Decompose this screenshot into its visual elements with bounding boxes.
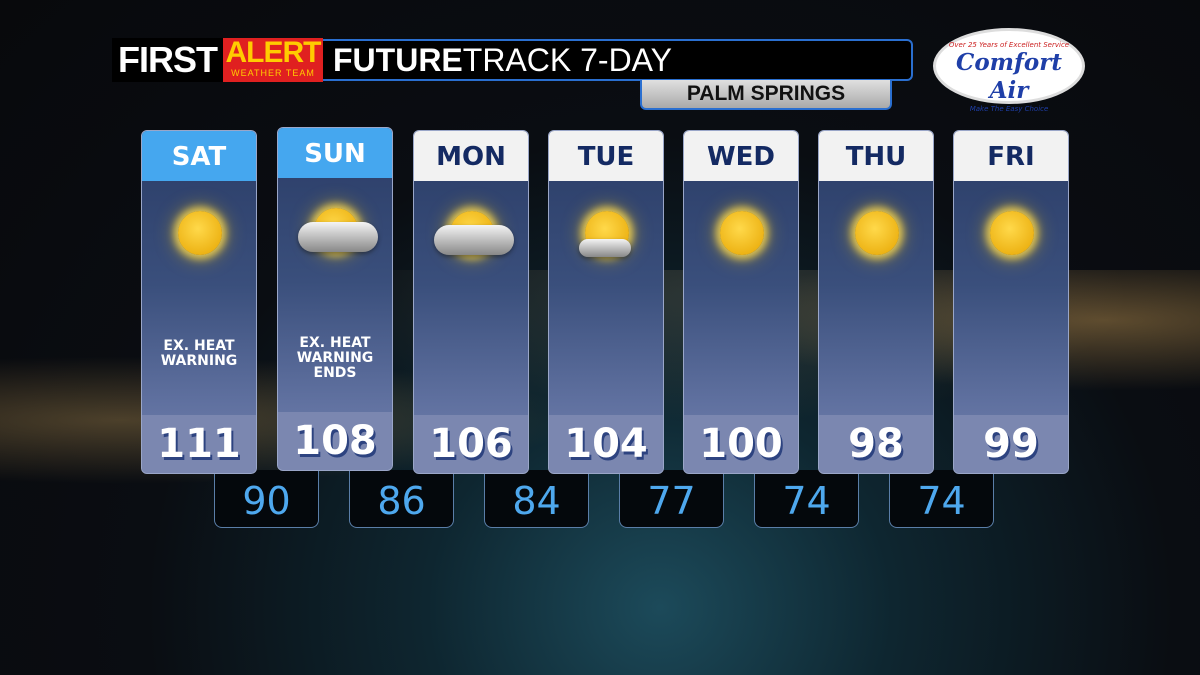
day-label: THU: [819, 131, 933, 181]
sun-icon: [720, 211, 764, 255]
cloud-icon: [298, 222, 378, 252]
weather-note: EX. HEAT WARNING: [160, 338, 238, 369]
day-label: WED: [684, 131, 798, 181]
location-label: PALM SPRINGS: [640, 80, 892, 110]
sun-icon: [990, 211, 1034, 255]
day-label: SAT: [142, 131, 256, 181]
team-text: WEATHER TEAM: [231, 68, 315, 78]
sun-icon: [855, 211, 899, 255]
low-temp: 90: [214, 470, 319, 528]
low-temp: 84: [484, 470, 589, 528]
high-temp: 111: [142, 415, 256, 473]
high-temp: 99: [954, 415, 1068, 473]
page-title: FUTURETRACK 7-DAY: [323, 39, 913, 81]
mostly-sunny-icon: [577, 203, 637, 263]
forecast-card-thu: THU 98: [818, 130, 934, 474]
forecast-card-sun: SUN EX. HEAT WARNING ENDS 108: [277, 127, 393, 471]
sponsor-slogan: Make The Easy Choice: [969, 105, 1049, 113]
high-temp: 104: [549, 415, 663, 473]
title-bold: FUTURE: [333, 42, 463, 78]
cloud-icon: [434, 225, 514, 255]
forecast-card-mon: MON 106: [413, 130, 529, 474]
forecast-card-sat: SAT EX. HEAT WARNING 111: [141, 130, 257, 474]
low-temp: 74: [754, 470, 859, 528]
forecast-card-tue: TUE 104: [548, 130, 664, 474]
day-label: TUE: [549, 131, 663, 181]
forecast-card-fri: FRI 99: [953, 130, 1069, 474]
alert-logo: ALERT WEATHER TEAM: [223, 38, 323, 82]
high-temp: 108: [278, 412, 392, 470]
sponsor-tagline: Over 25 Years of Excellent Service: [948, 41, 1070, 49]
sponsor-name: Comfort Air: [956, 49, 1062, 104]
forecast-card-wed: WED 100: [683, 130, 799, 474]
low-temp: 77: [619, 470, 724, 528]
high-temp: 98: [819, 415, 933, 473]
sunny-icon: [170, 203, 230, 263]
day-label: SUN: [278, 128, 392, 178]
low-temp: 86: [349, 470, 454, 528]
high-temp: 100: [684, 415, 798, 473]
alert-text: ALERT: [225, 36, 322, 69]
partly-cloudy-icon: [298, 200, 378, 260]
day-label: MON: [414, 131, 528, 181]
sunny-icon: [982, 203, 1042, 263]
title-rest: TRACK 7-DAY: [462, 42, 672, 78]
sunny-icon: [847, 203, 907, 263]
low-temp: 74: [889, 470, 994, 528]
weather-note: EX. HEAT WARNING ENDS: [296, 335, 374, 381]
partly-cloudy-icon: [434, 203, 514, 263]
title-banner: FIRST ALERT WEATHER TEAM FUTURETRACK 7-D…: [112, 38, 913, 82]
day-label: FRI: [954, 131, 1068, 181]
first-label: FIRST: [112, 38, 223, 82]
sun-icon: [178, 211, 222, 255]
sunny-icon: [712, 203, 772, 263]
high-temp: 106: [414, 415, 528, 473]
cloud-icon: [579, 239, 631, 257]
sponsor-logo: Over 25 Years of Excellent Service Comfo…: [933, 28, 1085, 113]
